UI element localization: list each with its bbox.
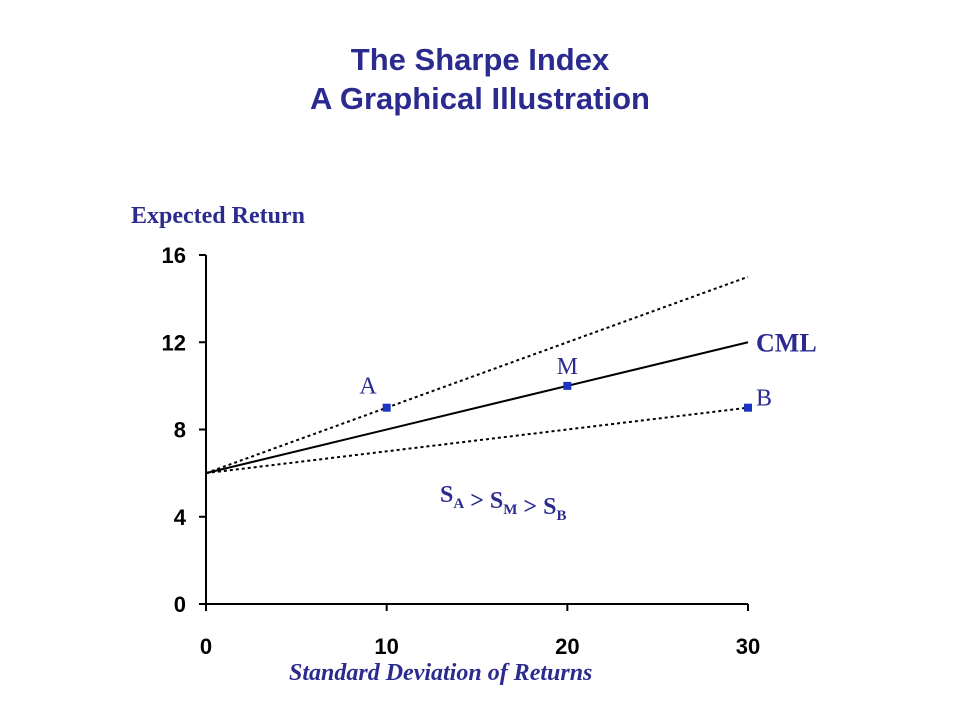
series-lines: CML <box>205 275 817 475</box>
x-axis-label: Standard Deviation of Returns <box>289 660 593 686</box>
series-line-2 <box>205 406 749 475</box>
x-tick-label: 0 <box>200 634 212 659</box>
point-label-m: M <box>557 354 578 380</box>
point-a <box>382 403 391 412</box>
y-tick-label: 8 <box>174 418 186 443</box>
axes: 0 4 8 12 16 0 10 20 30 <box>162 243 761 659</box>
point-label-a: A <box>359 374 377 400</box>
x-tick-label: 20 <box>555 634 579 659</box>
portfolio-points: A M B <box>359 354 772 412</box>
y-tick-label: 0 <box>174 592 186 617</box>
y-tick-label: 4 <box>174 505 187 530</box>
chart-title: The Sharpe Index A Graphical Illustratio… <box>0 40 960 118</box>
series-cml <box>205 341 749 475</box>
x-tick-label: 10 <box>374 634 398 659</box>
series-line-1 <box>205 275 749 475</box>
y-tick-label: 12 <box>162 330 186 355</box>
x-tick-label: 30 <box>736 634 760 659</box>
title-line-2: A Graphical Illustration <box>310 81 650 116</box>
point-label-b: B <box>756 386 772 412</box>
point-m <box>563 381 572 390</box>
y-tick-label: 16 <box>162 243 186 268</box>
y-axis-label: Expected Return <box>131 203 305 229</box>
series-label-cml: CML <box>756 328 817 357</box>
point-b <box>744 403 752 412</box>
sharpe-inequality: SA > SM > SB <box>440 482 566 524</box>
title-line-1: The Sharpe Index <box>350 42 610 77</box>
